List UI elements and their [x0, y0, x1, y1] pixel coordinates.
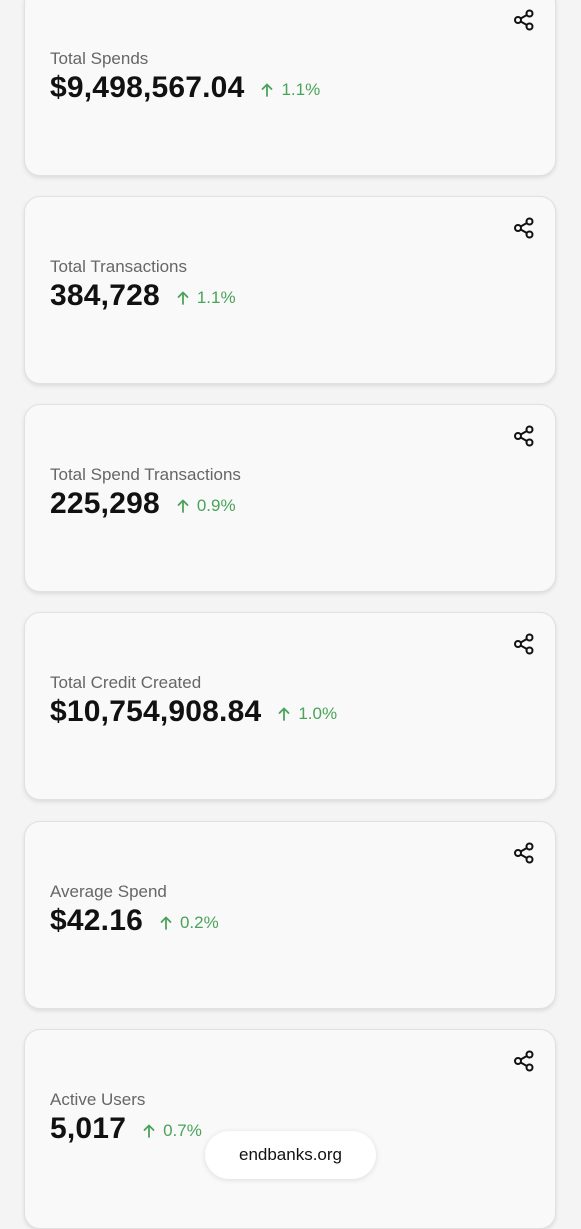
stat-value-row: $42.16 0.2%	[50, 904, 219, 938]
stat-change-value: 0.9%	[196, 496, 236, 515]
stat-value: 5,017	[50, 1112, 127, 1145]
stat-value-row: 384,728 1.1%	[50, 279, 236, 313]
stat-change: 0.9%	[176, 496, 236, 516]
stat-change: 0.7%	[142, 1121, 202, 1141]
stat-change: 0.2%	[159, 913, 219, 933]
share-icon[interactable]	[513, 633, 535, 655]
stat-change-value: 1.1%	[196, 288, 236, 307]
stat-value: 384,728	[50, 279, 160, 312]
share-icon[interactable]	[513, 425, 535, 447]
stat-label: Active Users	[50, 1090, 146, 1109]
stat-card-total-transactions: Total Transactions 384,728 1.1%	[24, 196, 556, 384]
arrow-up-icon	[159, 915, 173, 931]
stat-label: Average Spend	[50, 882, 167, 901]
share-icon[interactable]	[513, 217, 535, 239]
stat-change: 1.1%	[260, 80, 320, 100]
stat-value: $9,498,567.04	[50, 71, 245, 104]
arrow-up-icon	[176, 498, 190, 514]
stat-change-value: 0.7%	[163, 1121, 202, 1140]
stat-change: 1.1%	[176, 288, 236, 308]
stat-value-row: 225,298 0.9%	[50, 487, 236, 521]
stat-card-total-spends: Total Spends $9,498,567.04 1.1%	[24, 0, 556, 176]
stat-change: 1.0%	[277, 704, 337, 724]
stat-card-total-credit-created: Total Credit Created $10,754,908.84 1.0%	[24, 612, 556, 800]
arrow-up-icon	[260, 82, 274, 98]
stat-label: Total Credit Created	[50, 673, 202, 692]
stat-value: $10,754,908.84	[50, 695, 262, 728]
stat-value: $42.16	[50, 904, 143, 937]
share-icon[interactable]	[513, 842, 535, 864]
share-icon[interactable]	[513, 9, 535, 31]
site-link-pill[interactable]: endbanks.org	[205, 1131, 376, 1179]
stat-label: Total Spends	[50, 49, 149, 68]
stat-value-row: 5,017 0.7%	[50, 1112, 202, 1146]
stat-value-row: $9,498,567.04 1.1%	[50, 71, 320, 105]
stat-change-value: 0.2%	[179, 913, 219, 932]
stat-label: Total Spend Transactions	[50, 465, 241, 484]
arrow-up-icon	[277, 706, 291, 722]
arrow-up-icon	[142, 1123, 156, 1139]
stat-card-total-spend-transactions: Total Spend Transactions 225,298 0.9%	[24, 404, 556, 592]
stat-change-value: 1.0%	[298, 704, 338, 723]
stat-change-value: 1.1%	[281, 80, 321, 99]
stat-card-average-spend: Average Spend $42.16 0.2%	[24, 821, 556, 1009]
stat-label: Total Transactions	[50, 257, 188, 276]
stat-value-row: $10,754,908.84 1.0%	[50, 695, 337, 729]
stat-card-active-users: Active Users 5,017 0.7%	[24, 1029, 556, 1229]
arrow-up-icon	[176, 290, 190, 306]
share-icon[interactable]	[513, 1050, 535, 1072]
stat-value: 225,298	[50, 487, 160, 520]
